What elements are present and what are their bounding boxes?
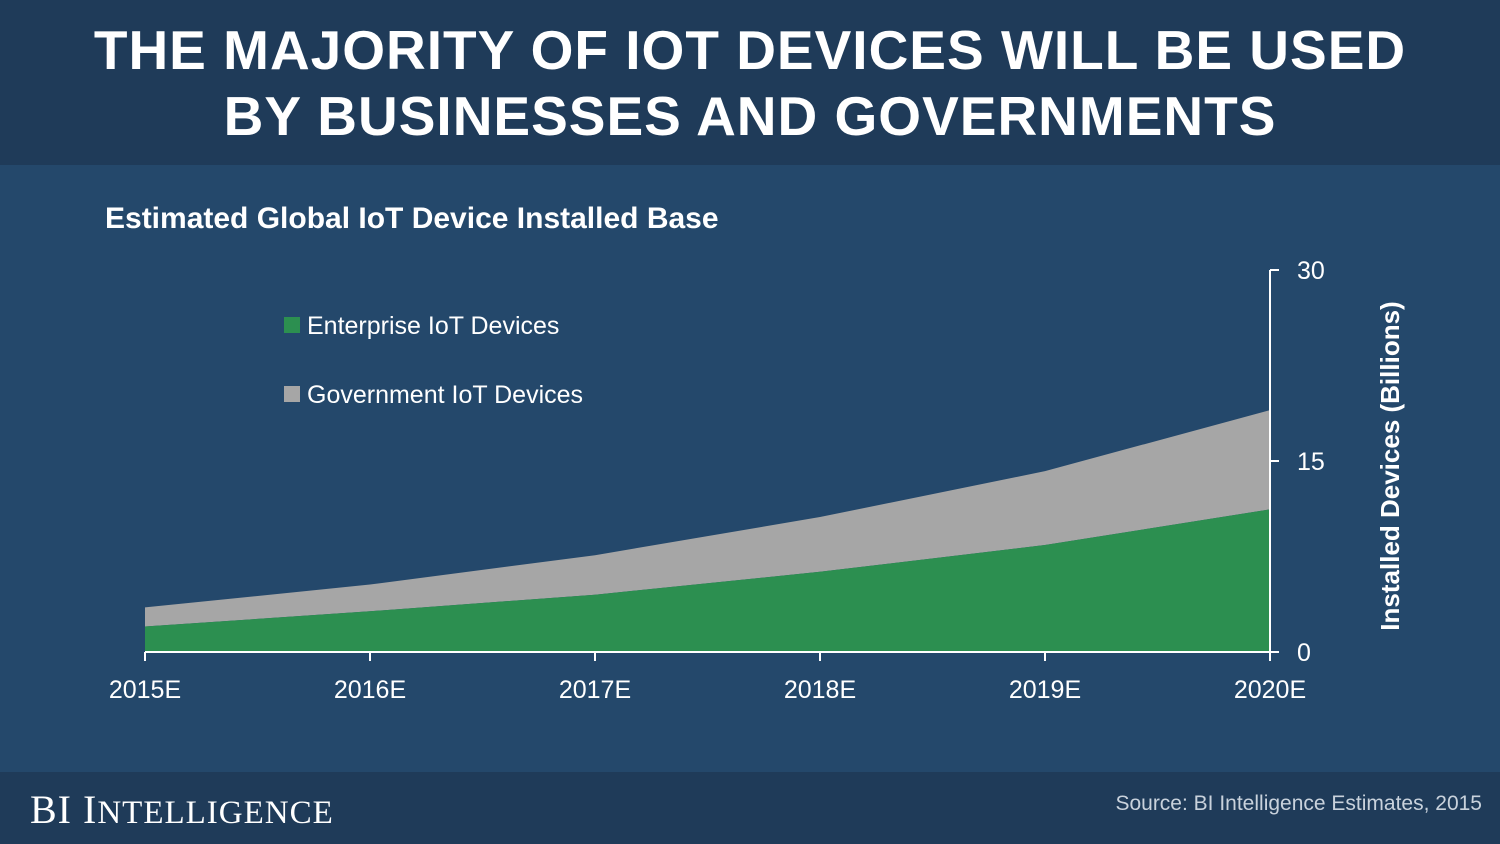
y-tick-label: 30 xyxy=(1297,257,1325,285)
chart-title: Estimated Global IoT Device Installed Ba… xyxy=(105,202,719,235)
legend-label: Enterprise IoT Devices xyxy=(307,312,559,340)
legend-label: Government IoT Devices xyxy=(307,381,583,409)
x-tick-label: 2017E xyxy=(559,676,631,704)
enterprise-area xyxy=(145,509,1270,652)
y-tick-label: 0 xyxy=(1297,639,1311,667)
legend-swatch xyxy=(284,317,300,333)
source-note: Source: BI Intelligence Estimates, 2015 xyxy=(1115,792,1482,815)
headline-line-1: THE MAJORITY OF IOT DEVICES WILL BE USED xyxy=(93,18,1407,81)
bi-intelligence-logo: BI INTELLIGENCE xyxy=(30,786,334,833)
legend-swatch xyxy=(284,386,300,402)
footer-bar: BI INTELLIGENCE Source: BI Intelligence … xyxy=(0,772,1500,844)
brand-i: I xyxy=(83,787,98,832)
brand-rest: NTELLIGENCE xyxy=(97,795,334,831)
x-tick-label: 2015E xyxy=(109,676,181,704)
header-banner: THE MAJORITY OF IOT DEVICES WILL BE USED… xyxy=(0,0,1500,165)
x-tick-label: 2020E xyxy=(1234,676,1306,704)
x-tick-label: 2019E xyxy=(1009,676,1081,704)
brand-bi: BI xyxy=(30,787,72,832)
x-tick-label: 2018E xyxy=(784,676,856,704)
x-tick-label: 2016E xyxy=(334,676,406,704)
y-axis-title: Installed Devices (Billions) xyxy=(1375,301,1405,630)
headline-line-2: BY BUSINESSES AND GOVERNMENTS xyxy=(223,84,1277,147)
government-area xyxy=(145,410,1270,627)
y-tick-label: 15 xyxy=(1297,448,1325,476)
